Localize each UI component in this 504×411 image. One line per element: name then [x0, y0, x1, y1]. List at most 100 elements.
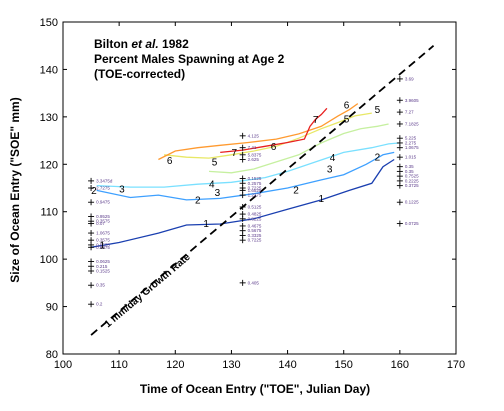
title-author: Bilton [94, 37, 128, 51]
sample-point-label: 0.07 [96, 221, 105, 226]
x-axis-ticks: 100 110 120 130 140 150 160 170 [54, 22, 465, 371]
sample-point-label: 0.0625 [96, 259, 110, 264]
contour-label-1: 1 [318, 194, 324, 205]
x-tick-label: 160 [391, 359, 409, 371]
x-tick-label: 120 [166, 359, 184, 371]
sample-point-label: 5.8375 [248, 152, 262, 157]
sample-point-label: 7.1825 [405, 121, 419, 126]
contour-label-3: 3 [327, 165, 333, 176]
sample-point-label: 0.0725 [405, 221, 419, 226]
y-tick-label: 150 [40, 17, 58, 29]
sample-point-label: 0.4825 [248, 212, 262, 217]
sample-point: 0.0725 [396, 220, 419, 227]
sample-point: 7.27 [396, 109, 414, 116]
sample-point: 1.015 [396, 154, 417, 161]
sample-point-label: 1.015 [405, 155, 417, 160]
sample-point-label: 0.5125 [248, 204, 262, 209]
contour-line-7 [220, 107, 328, 154]
contour-label-2: 2 [91, 186, 97, 197]
sample-point: 1.0675 [88, 230, 110, 237]
sample-point: 0.8875 [88, 244, 110, 251]
sample-point-label: 3.69 [405, 76, 414, 81]
contour-label-2: 2 [375, 153, 381, 164]
sample-point-label: 0.35 [405, 169, 414, 174]
sample-point-label: 0.1525 [96, 269, 110, 274]
sample-point: 0.07 [88, 220, 105, 227]
contour-line-5 [164, 112, 372, 159]
contour-label-4: 4 [330, 153, 336, 164]
sample-point: 0.2 [88, 301, 103, 308]
contour-line-6 [158, 103, 359, 161]
sample-point-label: 4.125 [248, 133, 260, 138]
title-line-2: Percent Males Spawning at Age 2 [94, 52, 285, 66]
x-tick-label: 130 [222, 359, 240, 371]
sample-point: 2.7275 [88, 185, 110, 191]
sample-point-label: 0.8225 [248, 216, 262, 221]
sample-point-label: 0.1525 [248, 176, 262, 181]
chart-title: Bilton et al. 1982 Percent Males Spawnin… [94, 37, 285, 81]
sample-point: 3.69 [396, 75, 414, 82]
sample-point: 1.2375 [239, 192, 262, 199]
sample-point-label: 0.2575 [248, 181, 262, 186]
contour-label-5: 5 [344, 114, 350, 125]
sample-point: 3.3475d [88, 177, 113, 184]
plot-frame [62, 21, 457, 355]
title-year: 1982 [162, 37, 189, 51]
contour-line-3 [96, 142, 400, 188]
contour-line-1 [90, 158, 395, 248]
sample-point-label: 7.27 [405, 110, 414, 115]
contour-label-7: 7 [231, 148, 237, 159]
contour-label-6: 6 [271, 142, 277, 153]
contour-label-7: 7 [313, 115, 319, 126]
sample-point-label: 0.6575 [96, 242, 110, 247]
contour-label-2: 2 [293, 185, 299, 196]
y-axis-ticks: 80 90 100 110 120 130 140 150 [40, 17, 456, 361]
sample-point-label: 0.9475 [96, 200, 110, 205]
contour-label-6: 6 [344, 101, 350, 112]
y-tick-label: 120 [40, 159, 58, 171]
sample-point: 0.8225 [239, 215, 262, 222]
contour-label-6: 6 [167, 156, 173, 167]
sample-point-label: 0.405 [248, 280, 260, 285]
title-line-3: (TOE-corrected) [94, 67, 185, 81]
x-tick-label: 140 [278, 359, 296, 371]
sample-point-label: 3.9605 [405, 98, 419, 103]
contour-label-3: 3 [215, 188, 221, 199]
sample-point-label: 0.8875 [96, 245, 110, 250]
contour-label-5: 5 [212, 157, 218, 168]
y-axis-title: Size of Ocean Entry ("SOE" mm) [8, 97, 22, 282]
sample-point-label: 0.9525 [96, 214, 110, 219]
sample-point: 0.9475 [88, 199, 110, 206]
sample-point: 7.41 [239, 144, 257, 151]
sample-point-label: 0.2 [96, 302, 103, 307]
y-tick-label: 80 [46, 349, 58, 361]
contour-label-2: 2 [195, 195, 201, 206]
y-tick-label: 130 [40, 112, 58, 124]
contour-label-1: 1 [203, 219, 209, 230]
sample-point: 1.0675 [396, 144, 419, 151]
sample-point: 0.3725 [396, 182, 419, 189]
sample-point: 0.1225 [396, 199, 419, 206]
y-tick-label: 90 [46, 302, 58, 314]
sample-point-label: 0.35 [96, 283, 105, 288]
sample-point: 7.1825 [396, 120, 419, 127]
sample-point-label: 0.7525 [405, 174, 419, 179]
sample-point-label: 1.6525 [248, 188, 262, 193]
contour-lines [90, 103, 400, 248]
contour-line-2 [96, 151, 395, 201]
y-tick-label: 100 [40, 254, 58, 266]
sample-point: 0.35 [88, 282, 105, 289]
x-tick-label: 150 [335, 359, 353, 371]
growth-rate-dashed-line [90, 45, 435, 336]
x-tick-label: 100 [54, 359, 72, 371]
sample-point: 0.1525 [88, 268, 110, 274]
sample-point-label: 0.7225 [248, 238, 262, 243]
x-axis-title: Time of Ocean Entry ("TOE", Julian Day) [140, 382, 370, 396]
contour-label-4: 4 [209, 180, 215, 191]
sample-point: 0.5125 [239, 203, 262, 210]
sample-point-label: 0.3325 [248, 233, 262, 238]
contour-label-3: 3 [119, 184, 125, 195]
sample-point: 2.625 [239, 156, 259, 163]
